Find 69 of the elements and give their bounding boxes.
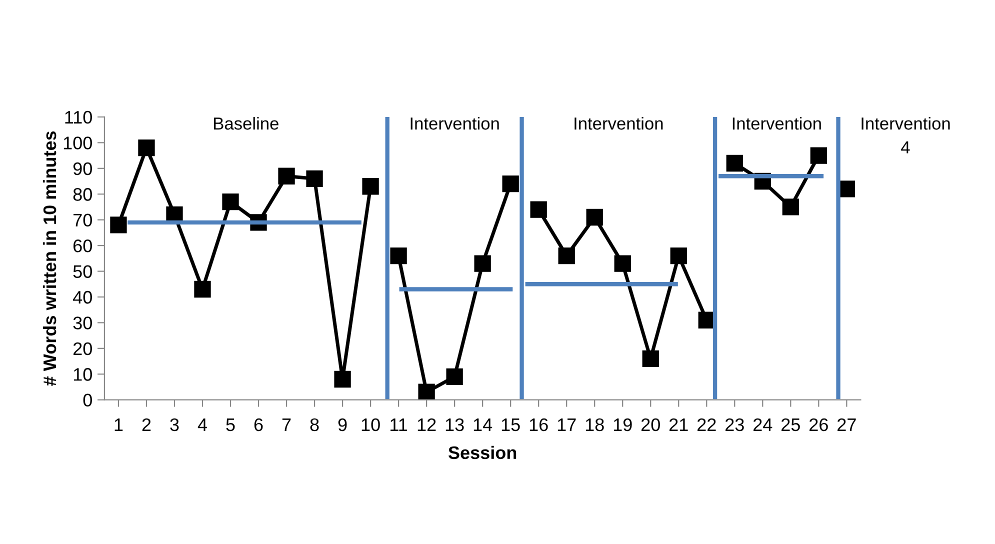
point	[558, 247, 575, 264]
x-tick-label: 19	[614, 418, 632, 432]
y-tick-label: 10	[74, 368, 92, 381]
y-tick-label: 50	[73, 265, 92, 278]
x-tick-label: 2	[142, 418, 151, 431]
x-tick-label: 10	[362, 418, 380, 432]
x-tick-label: 16	[530, 418, 548, 432]
y-axis-title: # Words written in 10 minutes	[42, 131, 56, 386]
annotation: Intervention	[574, 116, 663, 130]
x-tick-label: 17	[558, 418, 576, 431]
point	[502, 175, 519, 192]
x-tick-label: 13	[446, 418, 464, 432]
y-tick-label: 100	[64, 136, 92, 150]
x-tick-label: 22	[698, 418, 716, 431]
y-tick-label: 110	[65, 110, 92, 124]
annotation: Intervention	[410, 116, 499, 130]
point	[474, 255, 491, 272]
y-tick-label: 90	[73, 162, 92, 176]
y-tick-label: 80	[73, 188, 92, 201]
x-tick-label: 14	[474, 418, 492, 431]
point	[614, 255, 631, 272]
x-tick-label: 12	[418, 418, 436, 431]
x-tick-label: 11	[390, 418, 408, 431]
point	[222, 193, 239, 210]
text: Intervention 4	[862, 116, 950, 154]
point	[446, 368, 463, 386]
y-tick-label: 60	[74, 239, 92, 252]
x-tick-label: 15	[502, 418, 520, 432]
point	[530, 201, 547, 218]
x-tick-label: 26	[810, 418, 828, 432]
x-tick-label: 21	[669, 418, 688, 431]
point	[194, 280, 211, 298]
point	[670, 247, 687, 264]
x-tick-label: 27	[838, 418, 856, 431]
point	[278, 168, 295, 184]
point	[418, 384, 435, 400]
annotation: Baseline	[214, 116, 278, 130]
y-tick-label: 0	[83, 394, 92, 407]
point	[586, 208, 603, 226]
point	[726, 154, 743, 172]
x-tick-label: 25	[782, 418, 800, 432]
point	[110, 216, 127, 234]
x-tick-label: 7	[282, 418, 291, 431]
y-tick-label: 40	[73, 290, 92, 304]
x-tick-label: 5	[226, 418, 235, 432]
point	[642, 350, 659, 368]
x-tick-label: 18	[586, 418, 604, 432]
point	[390, 247, 407, 264]
x-tick-label: 9	[338, 418, 347, 432]
y-tick-label: 30	[73, 316, 92, 330]
point	[334, 370, 351, 388]
x-tick-label: 1	[114, 418, 123, 431]
point	[138, 139, 155, 156]
x-tick-label: 8	[310, 418, 319, 432]
x-tick-label: 3	[170, 418, 179, 432]
y-tick-label: 70	[74, 214, 92, 227]
annotation: Intervention	[732, 116, 821, 130]
x-axis-title: Session	[448, 446, 516, 460]
x-tick-label: 23	[726, 418, 744, 432]
point	[810, 147, 827, 164]
point	[838, 180, 856, 198]
x-tick-label: 4	[198, 418, 207, 431]
x-tick-label: 24	[754, 418, 772, 431]
x-tick-label: 6	[254, 418, 263, 432]
point	[782, 198, 799, 216]
point	[306, 170, 323, 188]
x-tick-label: 20	[641, 418, 660, 432]
point	[362, 178, 379, 195]
y-tick-label: 20	[73, 342, 92, 356]
